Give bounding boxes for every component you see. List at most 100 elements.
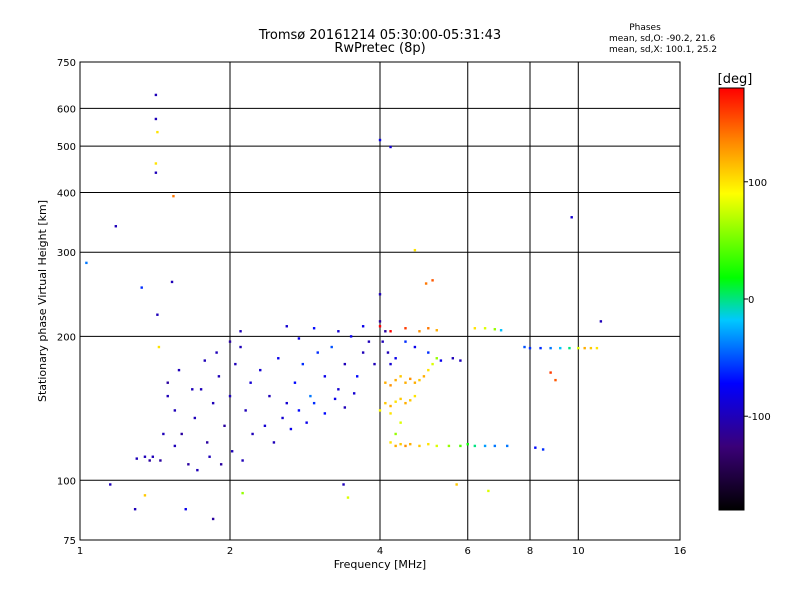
data-point — [399, 442, 402, 446]
data-point — [154, 117, 158, 121]
data-point — [191, 388, 194, 391]
x-tick-label: 4 — [377, 546, 383, 557]
data-point — [316, 351, 319, 354]
data-point — [346, 496, 350, 499]
data-point — [409, 442, 412, 446]
data-point — [173, 409, 177, 412]
data-point — [404, 401, 407, 405]
data-point — [455, 483, 458, 486]
data-points — [85, 93, 603, 521]
x-tick-label: 10 — [572, 546, 585, 557]
data-point — [466, 442, 469, 446]
data-point — [404, 327, 407, 330]
data-point — [272, 441, 276, 444]
data-point — [373, 362, 376, 366]
data-point — [143, 455, 147, 458]
data-point — [297, 337, 301, 340]
data-point — [439, 359, 443, 362]
data-point — [154, 171, 158, 174]
data-point — [170, 280, 174, 284]
y-tick-labels: 75 100 200 300 400 500 600 750 — [57, 58, 76, 547]
data-point — [427, 327, 430, 330]
data-point — [413, 394, 417, 398]
data-point — [156, 313, 159, 316]
data-point — [435, 357, 438, 360]
data-point — [234, 362, 237, 366]
data-point — [205, 441, 209, 444]
data-point — [349, 335, 353, 338]
data-point — [413, 345, 417, 349]
data-point — [389, 404, 392, 408]
data-point — [230, 450, 234, 453]
y-tick-label: 750 — [57, 58, 76, 69]
data-point — [435, 329, 438, 332]
y-axis-label: Stationary phase Virtual Height [km] — [36, 200, 49, 402]
y-tick-label: 300 — [57, 248, 76, 259]
y-tick-label: 600 — [57, 104, 76, 115]
data-point — [389, 330, 392, 333]
data-point — [135, 457, 138, 460]
data-point — [309, 394, 312, 398]
data-point — [85, 261, 88, 265]
data-point — [337, 388, 340, 391]
data-point — [404, 444, 407, 448]
data-point — [599, 320, 603, 323]
data-point — [323, 412, 327, 415]
data-point — [384, 401, 387, 405]
data-point — [570, 216, 573, 219]
data-point — [399, 421, 402, 424]
data-point — [173, 444, 177, 448]
data-point — [389, 362, 392, 366]
data-point — [549, 371, 552, 374]
data-point — [361, 351, 365, 354]
data-point — [281, 416, 284, 420]
data-point — [413, 248, 417, 252]
data-point — [384, 381, 387, 384]
stats-line-x: mean, sd,X: 100.1, 25.2 — [609, 45, 717, 55]
colorbar-tick-label: 0 — [748, 295, 754, 306]
data-point — [435, 444, 438, 448]
data-point — [241, 459, 244, 462]
data-point — [323, 375, 327, 378]
data-point — [559, 346, 562, 350]
colorbar — [718, 87, 745, 511]
data-point — [293, 381, 297, 384]
data-point — [431, 279, 434, 282]
data-point — [404, 340, 407, 343]
data-point — [109, 483, 112, 486]
data-point — [399, 397, 402, 401]
data-point — [381, 340, 384, 343]
data-point — [361, 325, 365, 328]
data-point — [312, 401, 316, 405]
data-point — [427, 351, 430, 354]
data-point — [241, 491, 244, 495]
data-point — [367, 340, 371, 343]
data-point — [473, 444, 477, 448]
data-point — [154, 93, 158, 97]
data-point — [228, 340, 232, 343]
data-point — [193, 416, 197, 420]
x-tick-labels: 1 2 4 6 8 10 16 — [77, 546, 687, 557]
data-point — [140, 286, 143, 289]
data-point — [413, 381, 417, 384]
data-point — [219, 463, 223, 466]
data-point — [285, 325, 288, 328]
data-point — [337, 330, 340, 333]
data-point — [459, 444, 462, 448]
x-tick-label: 2 — [227, 546, 233, 557]
colorbar-ticks: 100 0 -100 — [744, 178, 771, 423]
data-point — [143, 494, 147, 497]
data-point — [297, 409, 301, 412]
x-tick-label: 16 — [674, 546, 687, 557]
data-point — [404, 381, 407, 384]
grid-lines — [80, 62, 680, 540]
data-point — [389, 384, 392, 387]
data-point — [228, 394, 232, 398]
data-point — [352, 392, 356, 395]
data-point — [389, 412, 392, 415]
data-point — [523, 345, 526, 349]
data-point — [447, 444, 451, 448]
data-point — [268, 394, 271, 398]
data-point — [312, 327, 316, 330]
data-point — [239, 345, 242, 349]
